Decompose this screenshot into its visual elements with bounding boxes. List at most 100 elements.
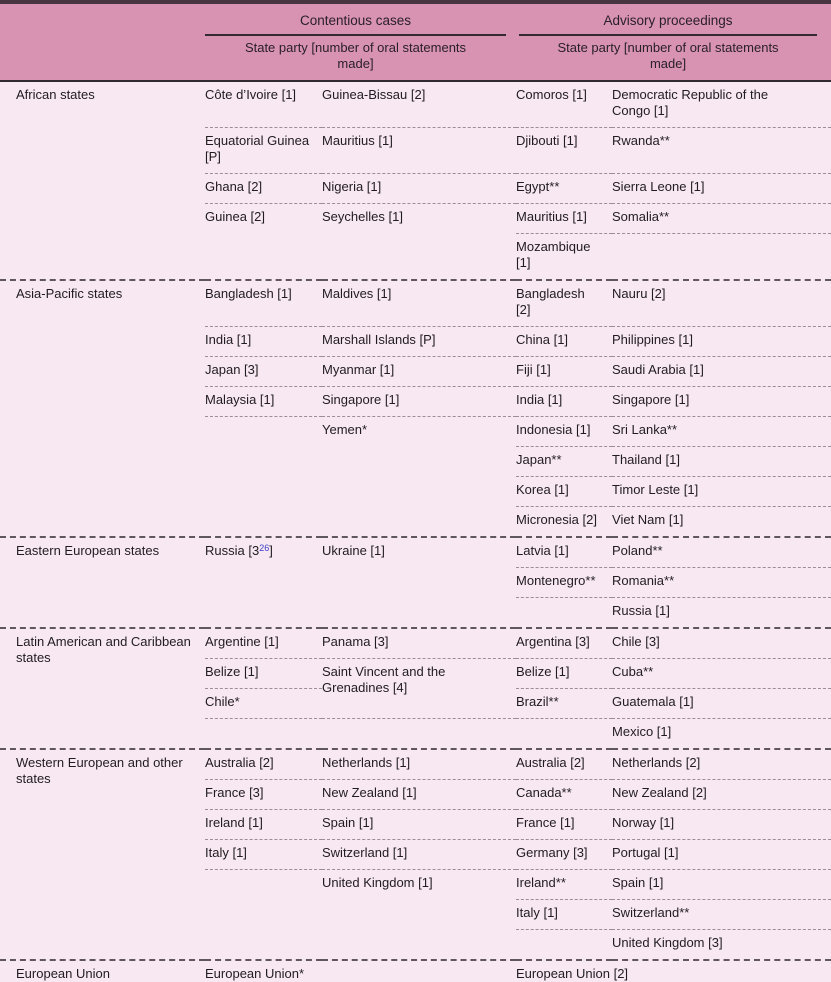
state-cell: Panama [3] <box>322 627 517 659</box>
state-cell: New Zealand [1] <box>322 779 517 810</box>
empty-cell <box>322 930 516 961</box>
column-group-contentious: Contentious cases <box>205 2 517 36</box>
state-cell: Montenegro** <box>516 567 613 598</box>
state-cell: Chile* <box>205 688 322 719</box>
table-row: Russia [1] <box>0 598 831 629</box>
empty-cell <box>205 507 322 538</box>
state-cell: Belize [1] <box>205 658 322 689</box>
state-cell: Russia [1] <box>612 603 670 618</box>
state-cell: Netherlands [2] <box>612 748 831 780</box>
state-cell: Mauritius [1] <box>516 203 613 234</box>
state-cell: Egypt** <box>516 173 613 204</box>
table-body: African states Côte d’Ivoire [1] Guinea-Bi… <box>0 81 831 982</box>
state-cell: Guinea [2] <box>205 209 265 224</box>
empty-cell <box>322 900 516 930</box>
state-cell: Korea [1] <box>516 476 613 507</box>
empty-cell <box>205 477 322 507</box>
empty-cell <box>322 568 516 598</box>
table-row: Asia-Pacific states Bangladesh [1] Maldive… <box>0 279 831 537</box>
state-cell: Mexico [1] <box>612 724 672 739</box>
state-cell: Rwanda** <box>612 127 831 174</box>
table-row: Mozambique [1] <box>0 234 831 281</box>
state-cell: Australia [2] <box>516 748 613 780</box>
state-cell: Sri Lanka** <box>612 416 831 447</box>
state-party-label-advisory: State party [number of oral statements m… <box>557 40 779 71</box>
footnote-ref[interactable]: 26 <box>259 543 270 553</box>
state-cell: India [1] <box>205 326 322 357</box>
state-cell: Saudi Arabia [1] <box>612 356 831 387</box>
table-row: Eastern European states Russia [326] Ukrai… <box>0 536 831 628</box>
table-row: Guinea [2] Seychelles [1] Mauritius [1] Som… <box>0 203 831 234</box>
state-cell: Spain [1] <box>612 869 831 900</box>
empty-cell <box>205 417 322 447</box>
region-label: Western European and other states <box>0 748 205 960</box>
header-subtitle-row: State party [number of oral statements m… <box>0 36 831 82</box>
table-header: Contentious cases Advisory proceedings S… <box>0 2 831 82</box>
state-cell: Canada** <box>516 779 613 810</box>
table-row: Ghana [2] Nigeria [1] Egypt** Sierra Leone … <box>0 173 831 204</box>
state-cell: Brazil** <box>516 688 613 719</box>
state-cell: Bangladesh [2] <box>516 279 613 327</box>
table-row: Korea [1] Timor Leste [1] <box>0 476 831 507</box>
state-cell: Romania** <box>612 567 831 598</box>
state-cell: United Kingdom [3] <box>612 935 723 950</box>
state-cell: Myanmar [1] <box>322 356 517 387</box>
header-group-row: Contentious cases Advisory proceedings <box>0 2 831 36</box>
table-row: Malaysia [1] Singapore [1] India [1] Singap… <box>0 386 831 417</box>
state-cell: Norway [1] <box>612 809 831 840</box>
state-cell: Switzerland [1] <box>322 839 517 870</box>
empty-cell <box>322 477 516 507</box>
empty-cell <box>205 598 322 629</box>
state-cell: Micronesia [2] <box>516 512 597 527</box>
table-row: African states Côte d’Ivoire [1] Guinea-Bi… <box>0 81 831 128</box>
empty-cell <box>205 447 322 477</box>
table-row: Italy [1] Switzerland [1] Germany [3] Portu… <box>0 839 831 870</box>
state-cell: Yemen* <box>322 422 368 437</box>
empty-cell <box>205 719 322 750</box>
state-cell: Democratic Republic of the Congo [1] <box>612 81 831 128</box>
state-cell: Maldives [1] <box>322 279 517 327</box>
header-spacer <box>0 2 205 36</box>
empty-cell <box>322 234 516 281</box>
empty-cell <box>322 719 516 750</box>
contentious-cases-header: Contentious cases <box>205 4 507 36</box>
empty-cell <box>322 598 516 629</box>
region-label: European Union <box>0 959 205 982</box>
state-cell: Seychelles [1] <box>322 209 403 224</box>
table-row: Mexico [1] <box>0 719 831 750</box>
column-group-advisory: Advisory proceedings <box>516 2 831 36</box>
state-cell: Saint Vincent and the Grenadines [4] <box>322 658 517 719</box>
state-cell: Ireland [1] <box>205 809 322 840</box>
table-row: Yemen* Indonesia [1] Sri Lanka** <box>0 416 831 447</box>
state-cell: Latvia [1] <box>516 536 613 568</box>
table-row: United Kingdom [1] Ireland** Spain [1] <box>0 869 831 900</box>
empty-cell <box>516 598 612 629</box>
table-row: Ireland [1] Spain [1] France [1] Norway [1] <box>0 809 831 840</box>
region-label: Eastern European states <box>0 536 205 628</box>
state-cell: Ukraine [1] <box>322 536 517 568</box>
state-cell: Malaysia [1] <box>205 386 322 417</box>
state-cell: Spain [1] <box>322 809 517 840</box>
state-cell: Germany [3] <box>516 839 613 870</box>
state-cell: Italy [1] <box>205 839 322 870</box>
state-cell: Argentine [1] <box>205 627 322 659</box>
state-cell: Guatemala [1] <box>612 688 831 719</box>
state-party-label-contentious: State party [number of oral statements m… <box>244 40 467 71</box>
table-row: India [1] Marshall Islands [P] China [1] Ph… <box>0 326 831 357</box>
state-cell: Timor Leste [1] <box>612 476 831 507</box>
state-cell: Côte d’Ivoire [1] <box>205 81 322 128</box>
state-cell: Thailand [1] <box>612 446 831 477</box>
state-cell: Viet Nam [1] <box>612 512 684 527</box>
state-cell: Comoros [1] <box>516 81 613 128</box>
table-row: Italy [1] Switzerland** <box>0 899 831 930</box>
table-row: United Kingdom [3] <box>0 930 831 961</box>
table-row: Latin American and Caribbean states Argen… <box>0 627 831 749</box>
state-cell: Japan** <box>516 446 613 477</box>
state-cell: Argentina [3] <box>516 627 613 659</box>
state-cell: Indonesia [1] <box>516 416 613 447</box>
state-cell: Japan [3] <box>205 356 322 387</box>
empty-cell <box>612 234 831 281</box>
state-cell: Guinea-Bissau [2] <box>322 81 517 128</box>
subheader-advisory: State party [number of oral statements m… <box>516 36 831 82</box>
